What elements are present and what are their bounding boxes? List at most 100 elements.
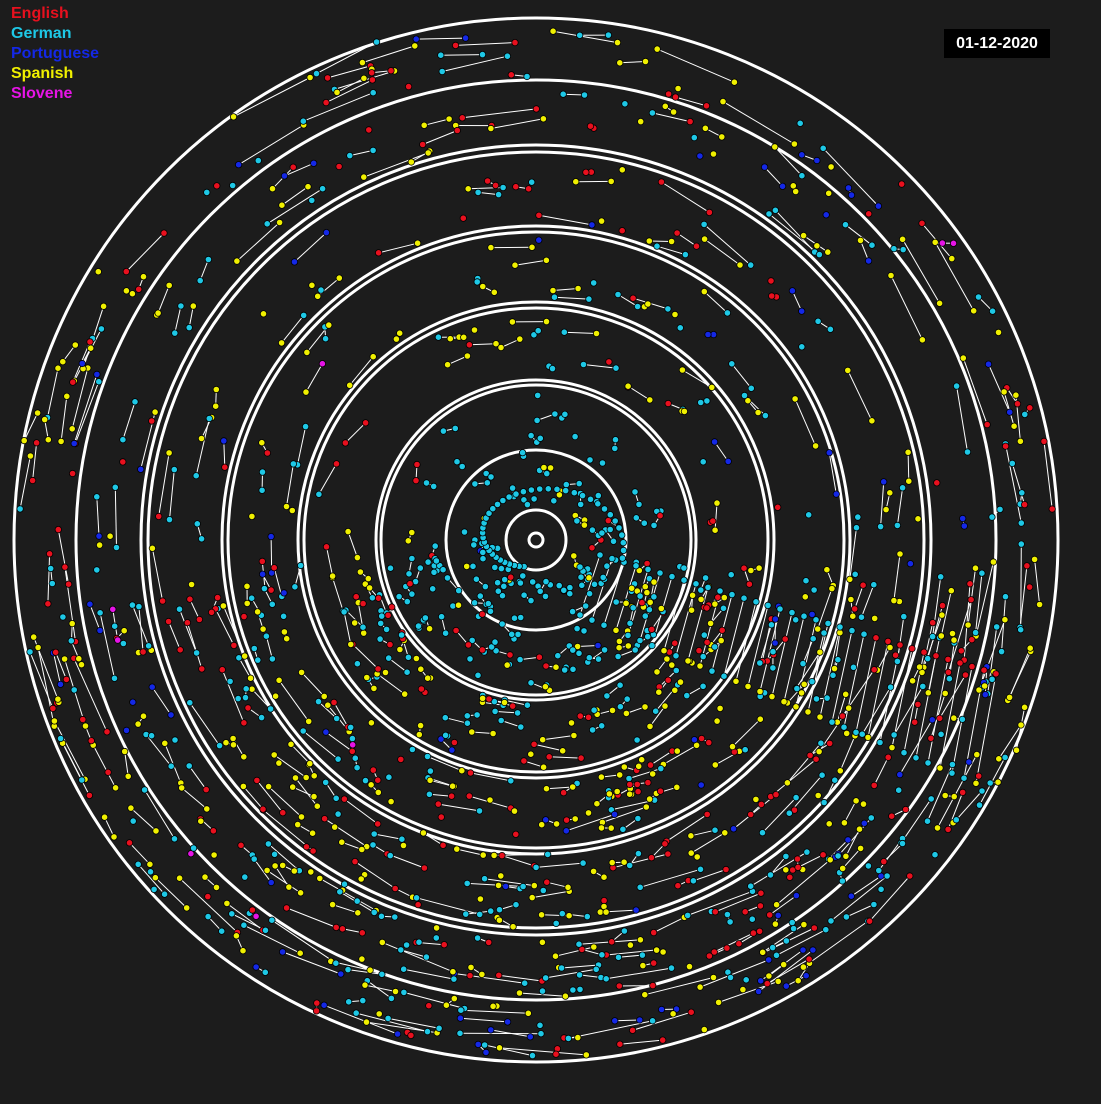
node-english-743 <box>208 609 214 615</box>
node-german-463 <box>251 645 257 651</box>
node-english-791 <box>892 652 898 658</box>
link-468 <box>454 974 525 984</box>
node-spanish-396 <box>471 327 477 333</box>
node-english-1302 <box>136 286 142 292</box>
node-german-1115 <box>767 872 773 878</box>
node-spanish-1607 <box>297 950 303 956</box>
node-german-1125 <box>668 965 674 971</box>
node-spanish-1244 <box>308 869 314 875</box>
node-spanish-797 <box>314 803 320 809</box>
node-german-1385 <box>300 118 306 124</box>
node-german-602 <box>508 778 514 784</box>
node-german-1512 <box>151 886 157 892</box>
node-spanish-618 <box>289 507 295 513</box>
node-german-148 <box>641 520 647 526</box>
node-english-1552 <box>33 440 39 446</box>
node-spanish-778 <box>601 874 607 880</box>
node-german-534 <box>335 756 341 762</box>
node-spanish-774 <box>619 167 625 173</box>
node-portuguese-1309 <box>1007 409 1013 415</box>
node-spanish-667 <box>729 743 735 749</box>
node-german-357 <box>624 696 630 702</box>
node-english-874 <box>460 215 466 221</box>
link-526 <box>401 950 427 957</box>
node-spanish-960 <box>737 262 743 268</box>
node-german-970 <box>392 914 398 920</box>
link-189 <box>564 332 596 333</box>
link-297 <box>803 639 813 664</box>
node-spanish-1397 <box>334 89 340 95</box>
node-spanish-1622 <box>55 696 61 702</box>
node-german-1100 <box>946 676 952 682</box>
node-portuguese-1033 <box>897 771 903 777</box>
node-spanish-961 <box>701 236 707 242</box>
node-spanish-1137 <box>479 971 485 977</box>
node-spanish-420 <box>469 729 475 735</box>
node-german-1544 <box>60 614 66 620</box>
node-german-1314 <box>171 836 177 842</box>
node-spanish-360 <box>609 707 615 713</box>
node-portuguese-1387 <box>504 1019 510 1025</box>
node-spanish-1117 <box>121 628 127 634</box>
link-727 <box>724 598 744 676</box>
node-german-1454 <box>783 938 789 944</box>
node-portuguese-445 <box>449 747 455 753</box>
node-german-906 <box>827 326 833 332</box>
node-german-756 <box>835 657 841 663</box>
node-german-1248 <box>112 484 118 490</box>
node-spanish-1579 <box>72 342 78 348</box>
node-spanish-416 <box>642 704 648 710</box>
node-spanish-1106 <box>272 863 278 869</box>
node-german-1673 <box>649 642 655 648</box>
node-portuguese-1561 <box>966 759 972 765</box>
node-spanish-940 <box>573 179 579 185</box>
node-english-649 <box>435 801 441 807</box>
node-german-1539 <box>1002 754 1008 760</box>
node-german-1307 <box>130 818 136 824</box>
node-english-803 <box>662 841 668 847</box>
node-german-872 <box>464 880 470 886</box>
node-spanish-1659 <box>1036 601 1042 607</box>
node-spanish-1265 <box>702 125 708 131</box>
node-spanish-798 <box>292 775 298 781</box>
node-german-40 <box>600 574 606 580</box>
node-german-922 <box>176 606 182 612</box>
link-364 <box>661 182 709 212</box>
node-english-716 <box>583 169 589 175</box>
node-english-1653 <box>45 601 51 607</box>
ring-8 <box>228 232 844 848</box>
node-spanish-834 <box>309 830 315 836</box>
node-german-503 <box>302 423 308 429</box>
node-spanish-1469 <box>731 79 737 85</box>
node-german-788 <box>712 827 718 833</box>
link-705 <box>65 567 76 642</box>
node-german-217 <box>459 463 465 469</box>
link-125 <box>543 736 574 740</box>
node-german-858 <box>227 678 233 684</box>
node-german-10 <box>542 593 548 599</box>
node-german-786 <box>793 794 799 800</box>
node-english-956 <box>768 278 774 284</box>
node-spanish-453 <box>501 699 507 705</box>
node-german-1150 <box>593 966 599 972</box>
node-spanish-910 <box>815 792 821 798</box>
node-german-1221 <box>835 853 841 859</box>
node-spanish-1080 <box>446 116 452 122</box>
node-spanish-792 <box>288 741 294 747</box>
node-german-1153 <box>347 152 353 158</box>
node-german-772 <box>559 910 565 916</box>
node-german-1757 <box>579 492 585 498</box>
node-spanish-681 <box>254 609 260 615</box>
node-spanish-108 <box>642 584 648 590</box>
node-spanish-838 <box>722 830 728 836</box>
node-spanish-980 <box>211 852 217 858</box>
link-479 <box>189 766 206 790</box>
node-spanish-223 <box>647 599 653 605</box>
node-german-56 <box>501 583 507 589</box>
node-english-410 <box>486 696 492 702</box>
node-spanish-1104 <box>653 947 659 953</box>
node-spanish-1199 <box>948 588 954 594</box>
link-357 <box>187 623 201 669</box>
node-german-1763 <box>616 525 622 531</box>
node-spanish-697 <box>510 924 516 930</box>
